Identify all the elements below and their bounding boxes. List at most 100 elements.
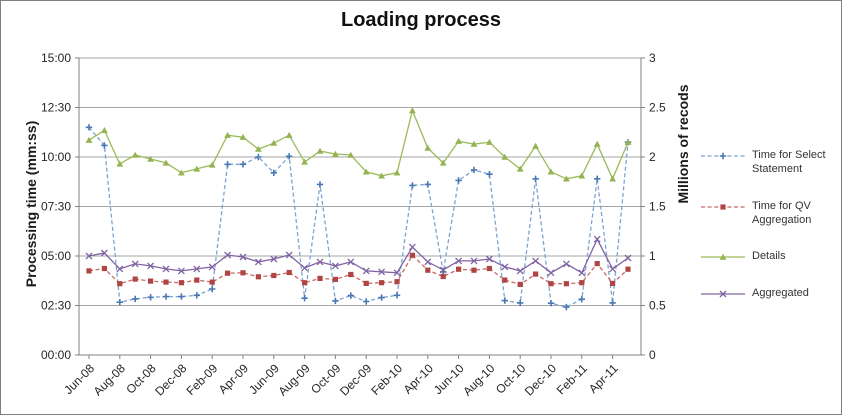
data-point-marker — [131, 260, 139, 268]
data-point-marker — [117, 281, 123, 287]
data-point-marker — [286, 153, 293, 160]
data-point-marker — [271, 272, 277, 279]
data-point-marker — [224, 161, 231, 168]
data-point-marker — [409, 107, 416, 114]
x-axis-tick-label: Feb-09 — [184, 361, 221, 398]
data-point-marker — [563, 303, 570, 311]
legend-item: Time for Select Statement — [700, 148, 838, 177]
legend-swatch — [701, 290, 745, 298]
data-point-marker — [517, 299, 524, 307]
data-point-marker — [178, 169, 185, 176]
data-point-marker — [439, 159, 447, 166]
data-point-marker — [456, 266, 462, 272]
data-point-marker — [393, 269, 401, 277]
data-point-marker — [547, 269, 555, 277]
data-point-marker — [424, 144, 432, 151]
data-point-marker — [225, 270, 231, 276]
data-point-marker — [162, 159, 170, 166]
x-axis-tick-label: Aug-10 — [460, 361, 497, 398]
data-point-marker — [424, 181, 431, 188]
data-point-marker — [254, 258, 262, 266]
data-point-marker — [193, 165, 201, 172]
data-point-marker — [132, 295, 139, 303]
data-point-marker — [625, 266, 631, 272]
data-point-marker — [425, 267, 431, 273]
data-point-marker — [609, 299, 616, 307]
data-point-marker — [285, 251, 293, 259]
data-point-marker — [719, 290, 727, 298]
data-point-marker — [362, 267, 370, 275]
data-point-marker — [362, 168, 370, 175]
data-point-marker — [393, 292, 401, 299]
right-axis-tick-label: 0.5 — [649, 299, 666, 313]
data-point-marker — [85, 252, 93, 260]
data-point-marker — [116, 299, 123, 306]
data-point-marker — [101, 127, 108, 133]
data-point-marker — [85, 124, 93, 131]
chart-title: Loading process — [340, 9, 502, 31]
left-axis-tick-label: 00:00 — [41, 348, 71, 362]
data-point-marker — [85, 136, 93, 143]
data-point-marker — [563, 281, 569, 287]
series-line — [88, 254, 629, 286]
right-axis-tick-label: 2 — [649, 150, 656, 164]
data-point-marker — [486, 138, 493, 145]
data-point-marker — [470, 166, 478, 174]
data-point-marker — [347, 292, 354, 299]
data-point-marker — [116, 160, 124, 167]
data-point-marker — [455, 177, 462, 184]
x-axis-tick-label: Dec-08 — [152, 361, 189, 398]
data-point-marker — [624, 138, 632, 145]
data-point-marker — [547, 168, 555, 175]
data-point-marker — [594, 261, 600, 267]
data-point-marker — [131, 151, 139, 158]
data-point-marker — [347, 258, 355, 266]
data-point-marker — [470, 257, 478, 265]
data-point-marker — [239, 253, 247, 261]
data-point-marker — [162, 293, 170, 300]
data-point-marker — [286, 269, 292, 276]
data-point-marker — [394, 279, 400, 285]
data-point-marker — [302, 280, 308, 286]
data-point-marker — [393, 169, 401, 176]
left-axis-tick-label: 10:00 — [41, 150, 71, 164]
data-point-marker — [609, 265, 617, 273]
data-point-marker — [516, 267, 524, 275]
data-point-marker — [101, 142, 108, 149]
data-point-marker — [317, 275, 323, 281]
data-point-marker — [208, 161, 216, 168]
legend-item: Details — [700, 249, 838, 263]
series-line — [88, 126, 629, 308]
data-point-marker — [162, 265, 170, 273]
x-axis-tick-label: Dec-09 — [337, 361, 374, 398]
data-point-marker — [332, 297, 339, 305]
data-point-marker — [348, 271, 354, 278]
data-point-marker — [148, 278, 154, 284]
data-point-marker — [116, 265, 124, 273]
data-point-marker — [408, 243, 416, 251]
data-point-marker — [501, 297, 508, 304]
data-point-marker — [239, 133, 247, 140]
data-point-marker — [379, 280, 385, 286]
data-point-marker — [486, 265, 492, 272]
x-axis-tick-label: Dec-10 — [522, 361, 559, 398]
data-point-marker — [485, 255, 493, 263]
legend-item: Aggregated — [700, 286, 838, 300]
data-point-marker — [147, 155, 154, 162]
data-point-marker — [147, 294, 154, 301]
data-point-marker — [363, 298, 370, 305]
data-point-marker — [209, 285, 216, 293]
right-axis-tick-label: 1.5 — [649, 200, 666, 214]
legend-swatch — [701, 152, 745, 160]
data-point-marker — [239, 161, 247, 168]
x-axis-tick-label: Jun-09 — [246, 361, 282, 397]
right-axis-tick-label: 1 — [649, 249, 656, 263]
data-point-marker — [409, 182, 416, 189]
data-point-marker — [332, 150, 339, 157]
x-axis-tick-label: Feb-11 — [554, 361, 590, 397]
data-point-marker — [270, 255, 278, 263]
data-point-marker — [194, 277, 200, 283]
data-point-marker — [178, 280, 184, 286]
data-point-marker — [424, 258, 432, 266]
